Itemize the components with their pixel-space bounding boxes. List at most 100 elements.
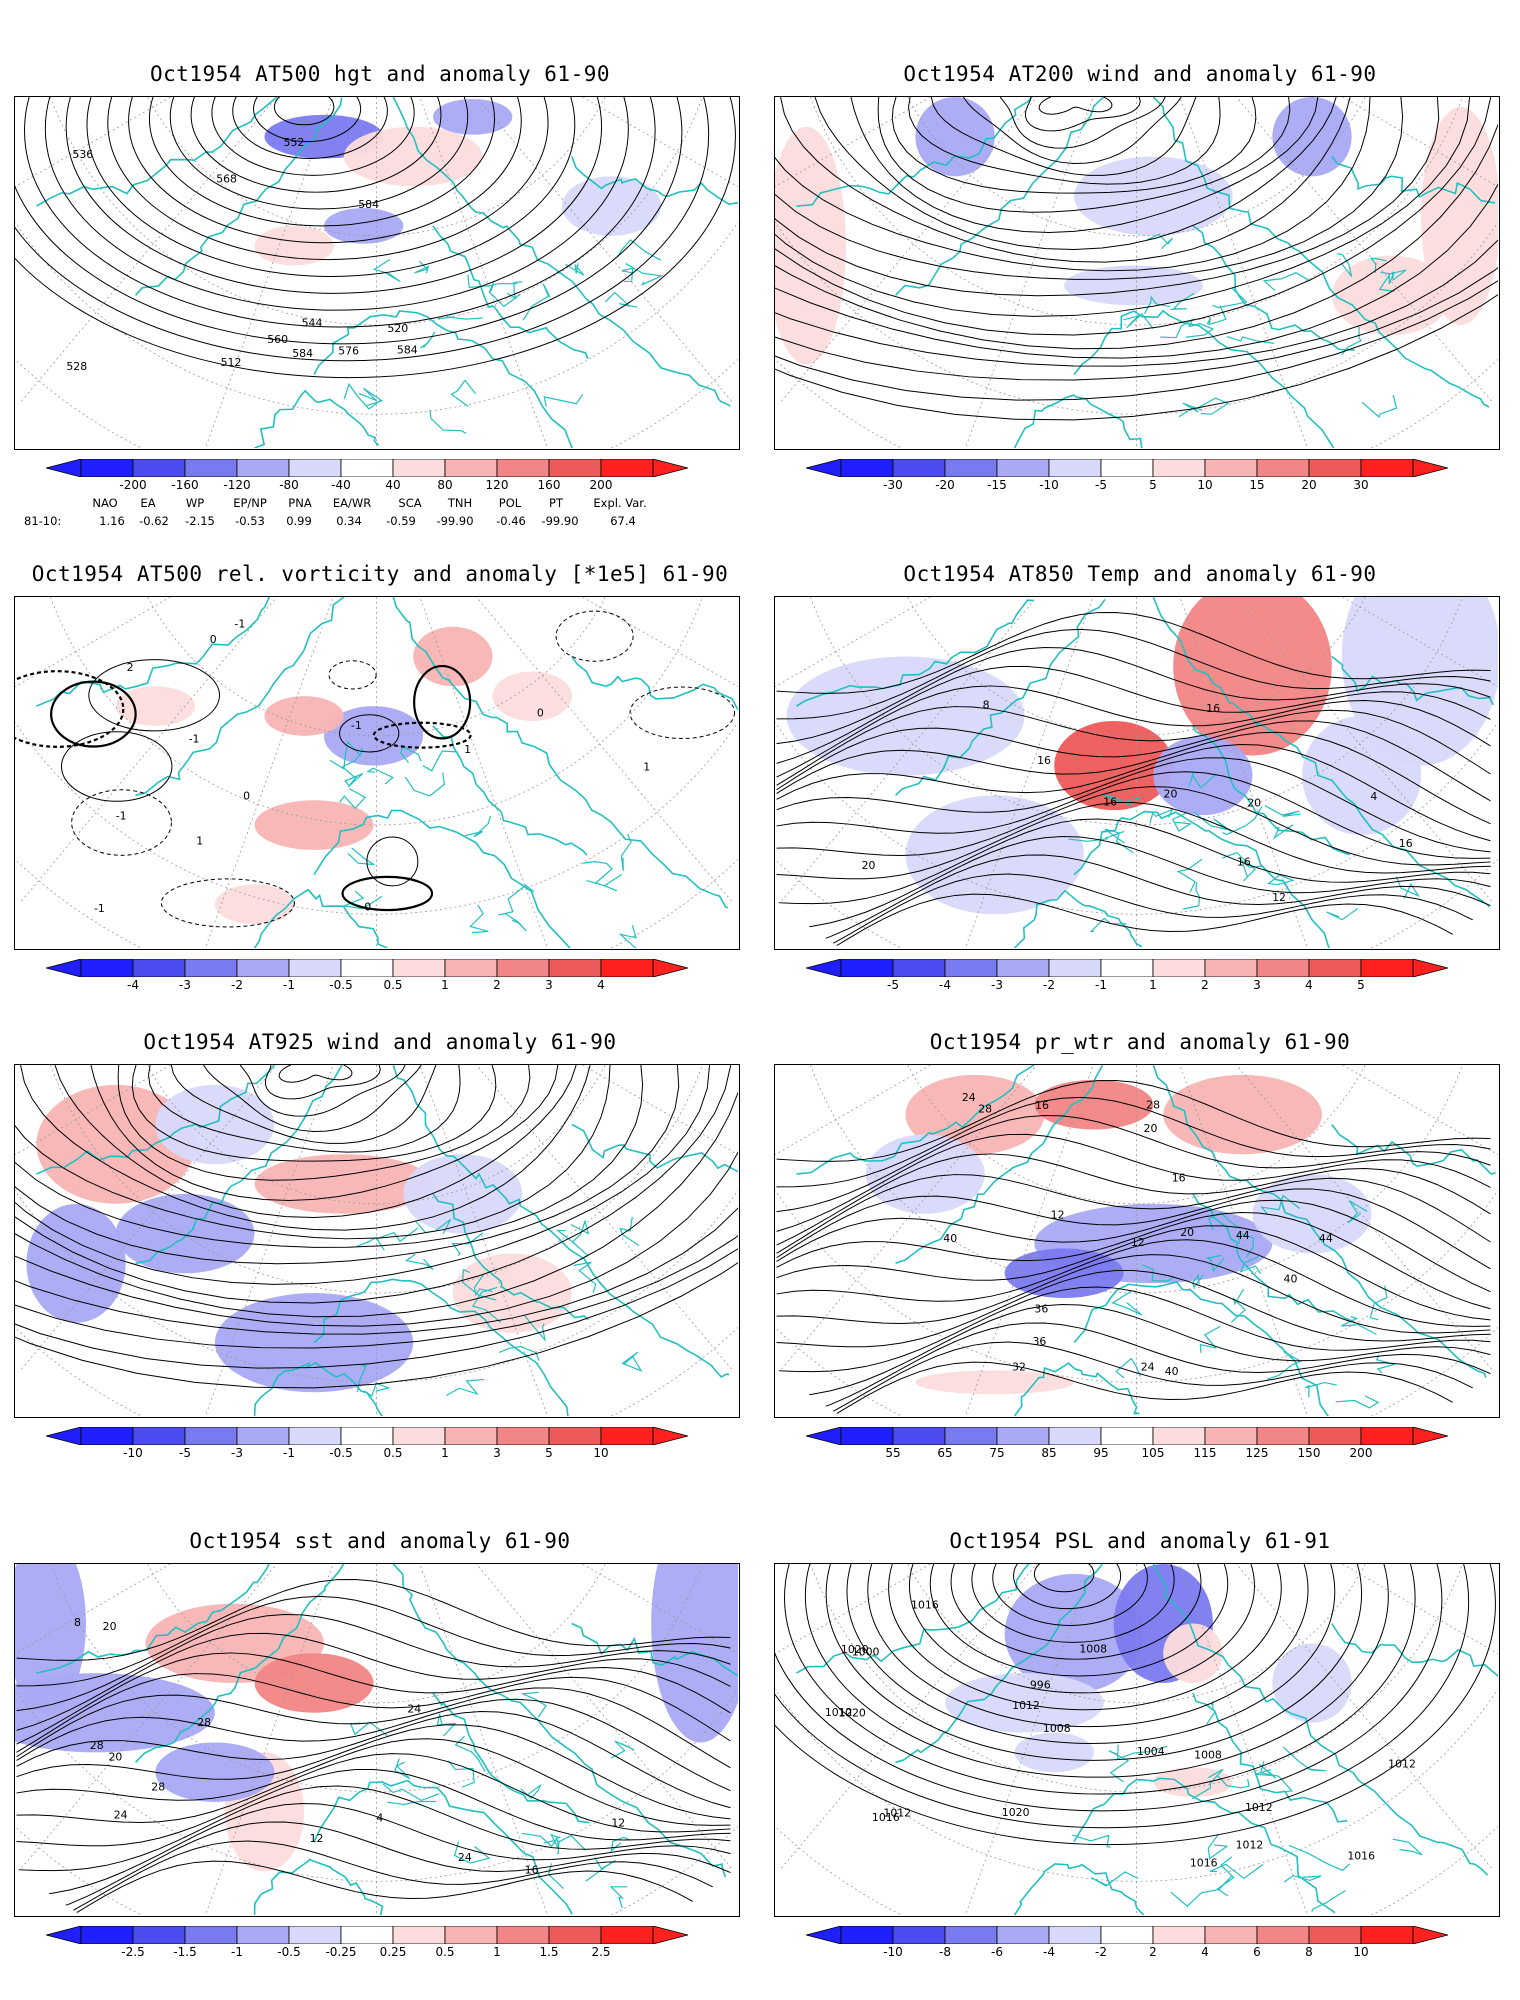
panel-t850: Oct1954 AT850 Temp and anomaly 61-90 16 16… bbox=[760, 500, 1520, 1000]
contour-label: 1012 bbox=[1012, 1699, 1040, 1712]
colorbar-tick: -6 bbox=[991, 1945, 1003, 1959]
index-value: -0.46 bbox=[496, 514, 526, 528]
contour-label: 0 bbox=[537, 706, 544, 719]
colorbar-tick-labels: -10 -5 -3 -1 -0.5 0.5 1 3 5 10 bbox=[46, 1446, 688, 1462]
contour-label: 24 bbox=[962, 1091, 976, 1104]
colorbar-tick: 85 bbox=[1041, 1446, 1057, 1460]
colorbar-tick: -2 bbox=[1043, 978, 1055, 992]
contour-label: 536 bbox=[72, 148, 93, 161]
map-hgt500: 512 520 528 536 544 552 560 568 576 584 584 584 bbox=[14, 96, 740, 450]
contour-label: 512 bbox=[221, 356, 242, 369]
colorbar-tick: -0.5 bbox=[329, 1446, 353, 1460]
contour-label: 8 bbox=[983, 698, 990, 711]
colorbar-tick: 0.5 bbox=[383, 978, 403, 992]
colorbar bbox=[45, 958, 689, 978]
panel-wind925: Oct1954 AT925 wind and anomaly 61-90 -10-… bbox=[0, 968, 760, 1468]
colorbar-tick: 80 bbox=[437, 478, 453, 492]
colorbar-tick: -3 bbox=[231, 1446, 243, 1460]
contour-label: -1 bbox=[234, 617, 245, 630]
colorbar-tick: 5 bbox=[545, 1446, 553, 1460]
colorbar-tick: -3 bbox=[991, 978, 1003, 992]
colorbar-tick: 2 bbox=[1149, 1945, 1157, 1959]
colorbar-tick: -4 bbox=[1043, 1945, 1055, 1959]
contour-label: 20 bbox=[1144, 1122, 1158, 1135]
colorbar-tick: 2.5 bbox=[591, 1945, 611, 1959]
contour-label: 40 bbox=[1284, 1272, 1298, 1285]
index-value: -0.59 bbox=[386, 514, 416, 528]
colorbar-tick: -2.5 bbox=[121, 1945, 145, 1959]
contour-label: 1012 bbox=[1388, 1758, 1416, 1771]
colorbar-tick: -1 bbox=[283, 978, 295, 992]
colorbar-tick: 0.25 bbox=[379, 1945, 407, 1959]
index-header: POL bbox=[498, 496, 522, 510]
colorbar-tick: 4 bbox=[597, 978, 605, 992]
contour-label: 584 bbox=[292, 347, 313, 360]
index-header: PNA bbox=[288, 496, 312, 510]
colorbar-tick: 105 bbox=[1141, 1446, 1165, 1460]
colorbar-tick: 5 bbox=[1357, 978, 1365, 992]
contour-label: 528 bbox=[66, 360, 87, 373]
contour-label: 40 bbox=[943, 1232, 957, 1245]
contour-label: 1016 bbox=[1190, 1857, 1218, 1870]
contour-label: 544 bbox=[302, 316, 323, 329]
colorbar bbox=[805, 458, 1449, 478]
contour-label: 28 bbox=[90, 1739, 104, 1752]
colorbar-tick: -2 bbox=[231, 978, 243, 992]
colorbar-tick: -1.5 bbox=[173, 1945, 197, 1959]
colorbar-tick-labels: -4 -3 -2 -1 -0.5 0.5 1 2 3 4 bbox=[46, 978, 688, 994]
map-t850: 16 16 12 16 20 20 16 8 4 20 16 bbox=[774, 596, 1500, 950]
colorbar bbox=[45, 1925, 689, 1945]
colorbar-tick: 15 bbox=[1249, 478, 1265, 492]
colorbar-tick: 55 bbox=[885, 1446, 901, 1460]
contour-label: 576 bbox=[338, 345, 359, 358]
panel-hgt500: Oct1954 AT500 hgt and anomaly 61-90 512 52… bbox=[0, 0, 760, 500]
colorbar-tick: 1 bbox=[441, 1446, 449, 1460]
map-wind925 bbox=[14, 1064, 740, 1418]
panel-title: Oct1954 PSL and anomaly 61-91 bbox=[949, 1529, 1331, 1553]
contour-label: 36 bbox=[1032, 1335, 1046, 1348]
colorbar-tick: 200 bbox=[1349, 1446, 1373, 1460]
map-wind200 bbox=[774, 96, 1500, 450]
index-value: 0.34 bbox=[336, 514, 362, 528]
contour-label: -1 bbox=[116, 809, 127, 822]
contour-label: 20 bbox=[1164, 788, 1178, 801]
colorbar-tick: 65 bbox=[937, 1446, 953, 1460]
contour-label-layer: 16 16 12 16 20 20 16 8 4 20 16 bbox=[862, 698, 1413, 904]
panel-title: Oct1954 AT500 rel. vorticity and anomaly… bbox=[31, 562, 729, 586]
colorbar-tick: -0.25 bbox=[325, 1945, 357, 1959]
colorbar-tick-labels: -2.5 -1.5 -1 -0.5 -0.25 0.25 0.5 1 1.5 2.5 bbox=[46, 1945, 688, 1961]
colorbar-tick: -1 bbox=[231, 1945, 243, 1959]
contour-label: 2 bbox=[127, 661, 134, 674]
colorbar-tick: -10 bbox=[883, 1945, 903, 1959]
contour-label: 1020 bbox=[841, 1643, 869, 1656]
contour-label: -1 bbox=[351, 719, 362, 732]
coastline-layer bbox=[36, 1564, 738, 1915]
panel-sst: Oct1954 sst and anomaly 61-90 24 28 24 16 12 2… bbox=[0, 1467, 760, 1967]
colorbar bbox=[45, 458, 689, 478]
index-value: -2.15 bbox=[185, 514, 215, 528]
contour-label: 584 bbox=[358, 198, 379, 211]
contour-label: 16 bbox=[1103, 795, 1117, 808]
colorbar-tick: -1 bbox=[283, 1446, 295, 1460]
colorbar-tick: 2 bbox=[493, 978, 501, 992]
contour-label: 1008 bbox=[1194, 1748, 1222, 1761]
colorbar-tick: -5 bbox=[179, 1446, 191, 1460]
colorbar-tick: -10 bbox=[123, 1446, 143, 1460]
index-value: -0.62 bbox=[139, 514, 169, 528]
contour-label: 1012 bbox=[825, 1706, 853, 1719]
coastline-layer bbox=[796, 1564, 1498, 1915]
contour-label: 20 bbox=[103, 1620, 117, 1633]
colorbar-tick: 5 bbox=[1149, 478, 1157, 492]
colorbar-tick: 120 bbox=[485, 478, 509, 492]
contour-label: 996 bbox=[1030, 1679, 1051, 1692]
contour-label: -1 bbox=[189, 732, 200, 745]
contour-label-layer: 512 520 528 536 544 552 560 568 576 584 584 584 bbox=[66, 136, 417, 373]
contour-lines bbox=[15, 1065, 738, 1389]
teleconnection-indices: NAO EA WP EP/NP PNA EA/WR SCA TNH POL PT Expl. Var… bbox=[0, 496, 760, 530]
colorbar-tick: -40 bbox=[331, 478, 351, 492]
contour-label: 16 bbox=[1237, 856, 1251, 869]
index-header: EA/WR bbox=[332, 496, 372, 510]
colorbar-tick: 1 bbox=[1149, 978, 1157, 992]
index-value: -99.90 bbox=[436, 514, 474, 528]
